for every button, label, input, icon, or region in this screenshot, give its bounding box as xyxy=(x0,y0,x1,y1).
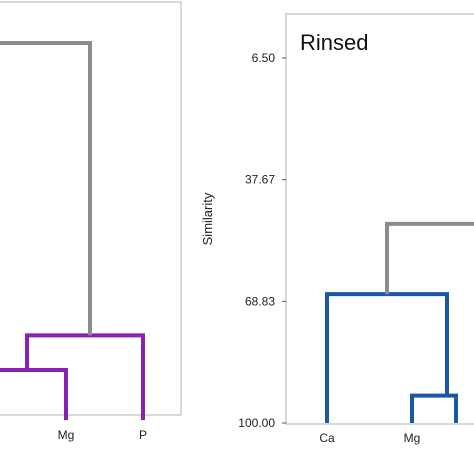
dendrogram-link xyxy=(0,41,92,336)
dendrogram-link xyxy=(0,367,68,420)
left-xtick-label-mg: Mg xyxy=(58,428,75,442)
right-plot-frame xyxy=(285,13,474,425)
left-dendrogram-panel: Mg P xyxy=(0,1,182,442)
right-y-axis-ticks: 6.50 37.67 68.83 100.00 xyxy=(238,51,286,430)
y-tick-label: 68.83 xyxy=(245,294,275,308)
left-dendrogram-links xyxy=(0,41,145,420)
left-plot-frame xyxy=(0,1,182,416)
right-dendrogram-panel: Rinsed Similarity 6.50 37.67 68.83 100.00 C… xyxy=(200,13,474,445)
y-tick-label: 37.67 xyxy=(245,173,275,187)
dendrogram-link xyxy=(325,292,449,423)
right-xtick-label-mg: Mg xyxy=(404,431,421,445)
right-chart-title: Rinsed xyxy=(300,30,368,55)
y-tick-label: 6.50 xyxy=(252,51,276,65)
left-xtick-label-p: P xyxy=(139,428,147,442)
dendrogram-link xyxy=(385,221,474,295)
right-xtick-label-ca: Ca xyxy=(319,431,335,445)
dendrogram-link xyxy=(25,333,145,420)
right-dendrogram-links xyxy=(325,221,474,423)
right-y-axis-label: Similarity xyxy=(200,192,215,245)
dendrogram-link xyxy=(410,393,458,423)
y-tick-label: 100.00 xyxy=(238,416,275,430)
